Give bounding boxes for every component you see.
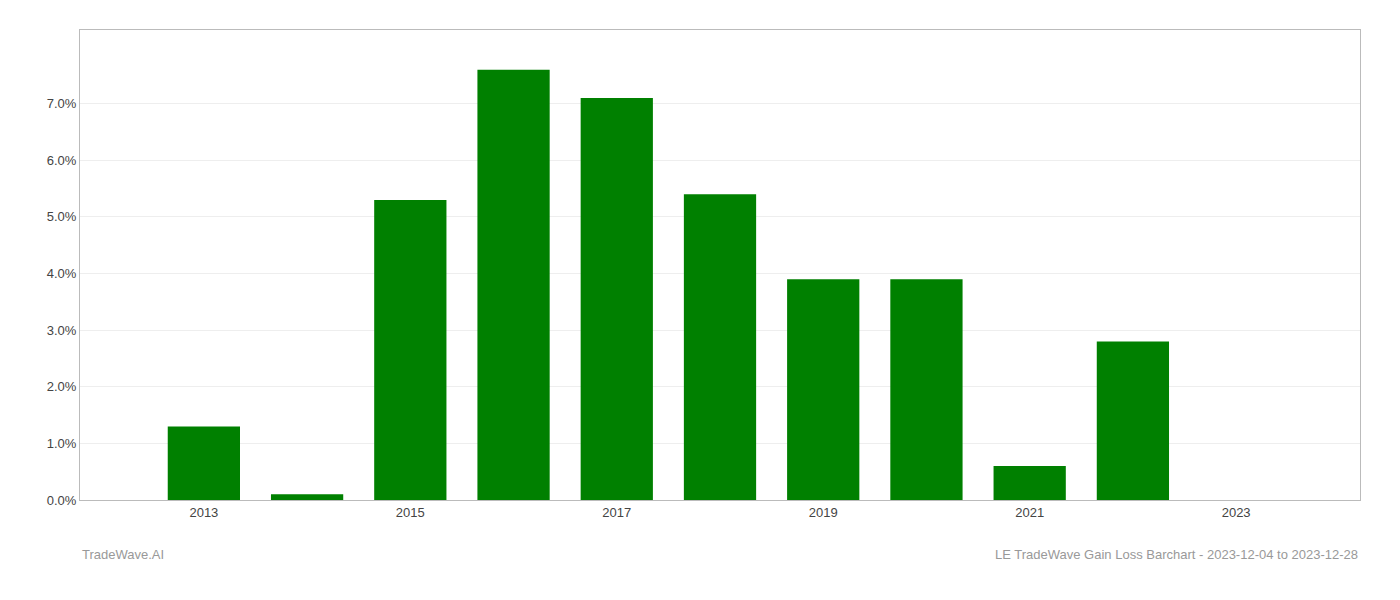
svg-text:2023: 2023 [1222,505,1251,520]
svg-text:2015: 2015 [396,505,425,520]
svg-text:2019: 2019 [809,505,838,520]
svg-text:2013: 2013 [189,505,218,520]
svg-text:5.0%: 5.0% [47,209,77,224]
svg-text:0.0%: 0.0% [47,493,77,508]
svg-text:4.0%: 4.0% [47,266,77,281]
svg-text:1.0%: 1.0% [47,436,77,451]
svg-text:LE TradeWave Gain Loss Barchar: LE TradeWave Gain Loss Barchart - 2023-1… [995,547,1358,562]
svg-text:3.0%: 3.0% [47,323,77,338]
svg-text:TradeWave.AI: TradeWave.AI [82,547,164,562]
svg-text:2017: 2017 [602,505,631,520]
svg-text:6.0%: 6.0% [47,153,77,168]
svg-text:7.0%: 7.0% [47,96,77,111]
svg-text:2021: 2021 [1015,505,1044,520]
svg-text:2.0%: 2.0% [47,379,77,394]
